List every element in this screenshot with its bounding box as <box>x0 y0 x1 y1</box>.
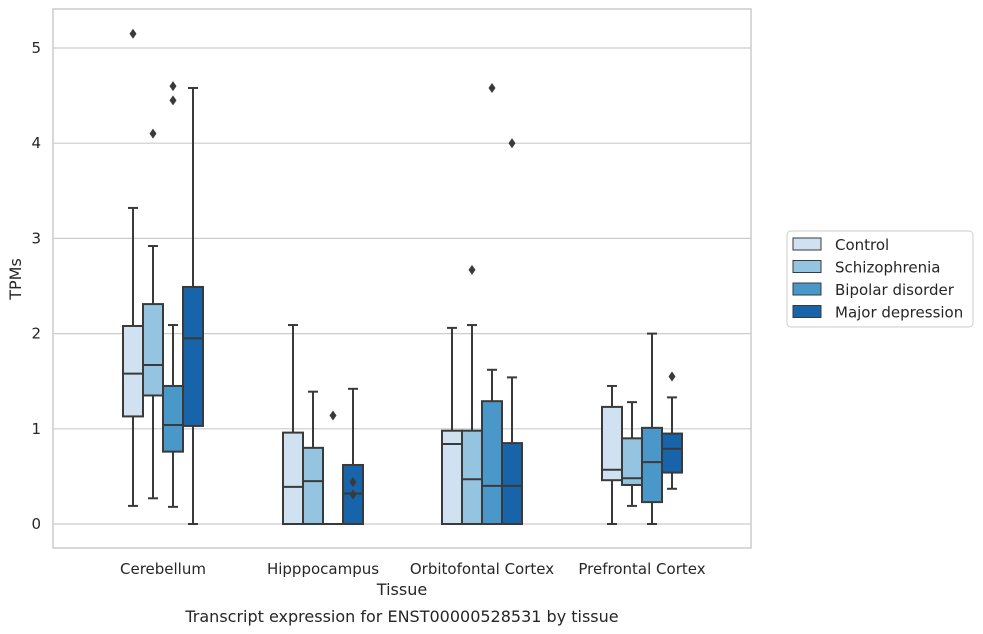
x-tick-label: Orbitofontal Cortex <box>410 560 554 578</box>
box-schizophrenia <box>461 264 483 526</box>
box-iqr <box>122 324 144 418</box>
box-bipolar-disorder <box>162 81 184 508</box>
outlier-point <box>169 95 177 106</box>
y-tick-label: 2 <box>31 325 41 343</box>
y-axis-ticks: 0 1 2 3 4 5 <box>31 39 41 533</box>
x-tick-label: Hipppocampus <box>267 560 379 578</box>
x-axis-ticks: Cerebellum Hipppocampus Orbitofontal Corte… <box>120 560 706 578</box>
box-major-depression <box>342 387 364 526</box>
box-groups <box>122 28 683 526</box>
legend: Control Schizophrenia Bipolar disorder Majo… <box>786 230 974 328</box>
outlier-point <box>129 28 137 39</box>
y-axis-label: TPMs <box>6 258 25 301</box>
y-tick-label: 5 <box>31 39 41 57</box>
box-schizophrenia <box>302 390 324 525</box>
legend-swatch <box>792 305 822 318</box>
chart-caption: Transcript expression for ENST0000052853… <box>184 607 618 626</box>
y-tick-label: 4 <box>31 134 41 152</box>
box-bipolar-disorder <box>481 82 503 525</box>
legend-swatch <box>792 260 822 273</box>
box-major-depression <box>661 371 683 490</box>
y-tick-label: 3 <box>31 229 41 247</box>
outlier-point <box>468 264 476 275</box>
legend-label: Bipolar disorder <box>835 281 955 299</box>
box-iqr <box>282 431 304 525</box>
box-bipolar-disorder <box>641 332 663 525</box>
box-bipolar-disorder <box>322 410 344 526</box>
legend-label: Major depression <box>835 304 963 322</box>
box-control <box>122 28 144 507</box>
box-iqr <box>302 446 324 525</box>
y-tick-label: 0 <box>31 515 41 533</box>
plot-area-frame <box>52 8 752 549</box>
box-control <box>601 384 623 525</box>
box-major-depression <box>501 138 523 525</box>
outlier-point <box>508 138 516 149</box>
box-iqr <box>661 432 683 474</box>
box-schizophrenia <box>621 401 643 507</box>
box-iqr <box>641 426 663 504</box>
box-major-depression <box>182 86 204 525</box>
outlier-point <box>149 128 157 139</box>
legend-label: Control <box>835 236 889 254</box>
outlier-point <box>169 81 177 92</box>
x-tick-label: Cerebellum <box>120 560 206 578</box>
x-tick-label: Prefrontal Cortex <box>578 560 705 578</box>
box-iqr <box>182 285 204 427</box>
legend-swatch <box>792 282 822 296</box>
box-schizophrenia <box>142 128 164 500</box>
legend-label: Schizophrenia <box>835 259 940 277</box>
outlier-point <box>349 489 357 500</box>
box-control <box>282 324 304 525</box>
outlier-point <box>329 410 337 421</box>
outlier-point <box>349 477 357 488</box>
legend-frame <box>786 230 974 328</box>
box-iqr <box>162 384 184 453</box>
x-axis-label: Tissue <box>376 580 427 599</box>
box-control <box>441 326 463 526</box>
box-iqr <box>481 400 503 525</box>
legend-swatch <box>792 237 822 251</box>
legend-items: Control Schizophrenia Bipolar disorder Majo… <box>792 236 963 322</box>
outlier-point <box>488 82 496 93</box>
outlier-point <box>668 371 676 382</box>
box-iqr <box>142 303 164 397</box>
box-iqr <box>501 442 523 525</box>
y-tick-label: 1 <box>31 420 41 438</box>
box-iqr <box>461 429 483 526</box>
